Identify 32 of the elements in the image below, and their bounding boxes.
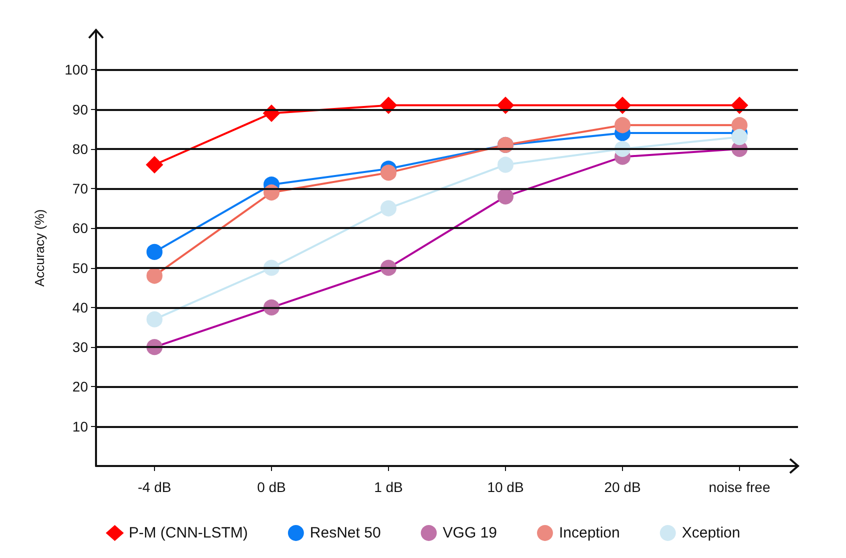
y-tick-label: 50 bbox=[72, 260, 88, 276]
y-tick-label: 90 bbox=[72, 101, 88, 118]
point bbox=[146, 156, 163, 174]
point bbox=[731, 96, 748, 114]
y-tick-label: 70 bbox=[72, 180, 88, 197]
x-tick-label: 0 dB bbox=[257, 479, 286, 495]
y-tick-label: 80 bbox=[72, 140, 88, 157]
y-tick-label: 10 bbox=[72, 418, 88, 434]
point bbox=[732, 129, 748, 146]
point bbox=[614, 96, 631, 114]
legend-label: VGG 19 bbox=[442, 524, 497, 542]
point bbox=[380, 96, 397, 114]
point bbox=[146, 311, 162, 328]
y-axis-title: Accuracy (%) bbox=[32, 209, 47, 287]
x-tick-label: 20 dB bbox=[604, 479, 641, 495]
legend-label: Xception bbox=[682, 524, 740, 542]
y-tick-label: 40 bbox=[72, 299, 88, 316]
y-tick-label: 60 bbox=[72, 220, 88, 236]
point bbox=[380, 200, 396, 216]
point bbox=[497, 96, 514, 114]
legend-label: Inception bbox=[558, 524, 620, 542]
legend-label: P-M (CNN-LSTM) bbox=[128, 524, 248, 542]
y-tick-label: 100 bbox=[64, 62, 88, 78]
x-tick-label: -4 dB bbox=[138, 479, 172, 495]
point bbox=[146, 244, 162, 260]
x-tick-label: 10 dB bbox=[487, 479, 524, 495]
x-tick-label: noise free bbox=[708, 479, 770, 495]
y-tick-label: 20 bbox=[72, 378, 88, 395]
legend-label: ResNet 50 bbox=[310, 524, 381, 542]
point bbox=[498, 156, 514, 173]
y-tick-label: 30 bbox=[72, 339, 88, 356]
x-tick-label: 1 dB bbox=[374, 479, 403, 495]
